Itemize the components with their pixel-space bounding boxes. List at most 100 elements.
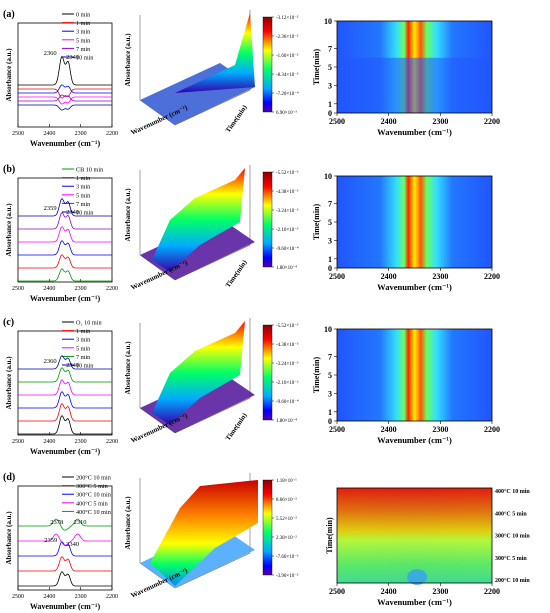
colorbar-tick-label: -3.12×10⁻² (276, 15, 299, 21)
x-tick-label: 2200 (484, 117, 500, 126)
colorbar-tick-label: 6.90×10⁻³ (276, 110, 297, 116)
x-tick-label: 2500 (329, 587, 345, 596)
spectra-panel: (b) 2500 2400 2300 2200 Wavenumber (cm⁻¹) Abso… (3, 164, 118, 303)
colorbar-tick-label: -4.38×10⁻³ (276, 342, 299, 348)
spectra-panel: (a) 2500 2400 2300 2200 Wavenumber (cm⁻¹) Abso… (3, 9, 118, 148)
spectrum-line (18, 415, 112, 435)
y-tick-label: 5 (328, 63, 332, 72)
colorbar-tick-label: 5.52×10⁻² (276, 516, 297, 522)
box-edge (174, 318, 251, 434)
colorbar (262, 171, 273, 268)
legend-entry: 3 min (76, 184, 90, 191)
surface-peak (175, 13, 255, 93)
y-tick-label: 300°C 10 min (495, 533, 530, 540)
legend-entry: 7 min (76, 201, 90, 208)
colorbar (262, 479, 273, 576)
peak-annotation: 2359 (44, 537, 57, 544)
x-tick-label: 2300 (432, 425, 448, 434)
spectrum-line (18, 104, 112, 111)
colorbar-tick-label: -1.60×10⁻² (276, 53, 299, 59)
spectra-panel: (c) 2500 2400 2300 2200 Wavenumber (cm⁻¹) Abso… (3, 317, 118, 456)
colorbar-tick-label: -4.38×10⁻³ (276, 189, 299, 195)
x-tick-label: 2300 (432, 587, 448, 596)
legend-entry: 7 min (76, 46, 90, 53)
legend-entry: 10 min (76, 210, 93, 217)
x-tick-label: 2400 (381, 425, 397, 434)
spectrum-line (18, 96, 112, 105)
box-edge (174, 165, 251, 281)
legend-entry: 300°C 5 min (76, 483, 108, 490)
colorbar-tick-label: -3.90×10⁻² (276, 573, 299, 579)
heatmap-overlay (337, 57, 492, 113)
peak-annotation: 2310 (74, 519, 87, 526)
legend-entry: 400°C 10 min (76, 509, 111, 516)
z-axis-label: Absorbance (a.u.) (124, 33, 132, 87)
y-tick-label: 3 (328, 81, 332, 90)
colorbar-tick-label: -2.10×10⁻³ (276, 227, 299, 233)
z-axis-label: Absorbance (a.u.) (124, 188, 132, 242)
panel-label: (c) (3, 317, 14, 328)
x-axis-label: Wavenumber (cm⁻¹) (30, 602, 101, 611)
spectrum-line (18, 226, 112, 243)
panel-label: (a) (3, 9, 15, 20)
legend-entry: CB 10 min (76, 167, 103, 174)
x-tick-label: 2400 (43, 594, 55, 600)
spectrum-line (18, 541, 112, 557)
x-axis-label: Wavenumber (cm⁻¹) (377, 597, 452, 607)
peak-annotation: 2340 (66, 209, 79, 216)
legend-entry: 1 min (76, 328, 90, 335)
spectrum-line (18, 56, 112, 86)
y-tick-label: 0 (328, 109, 332, 118)
x-tick-label: 2200 (484, 272, 500, 281)
spectra-panel: (d) 2500 2400 2300 2200 Wavenumber (cm⁻¹) Abso… (3, 472, 118, 611)
surface-panel: Absorbance (a.u.)Wavenumber (cm⁻¹)1.18×1… (124, 473, 299, 600)
spectrum-line (18, 355, 112, 370)
spectrum-line (18, 94, 112, 102)
spectrum-line (18, 391, 112, 409)
peak-annotation: 2360 (44, 358, 57, 365)
colorbar-tick-label: -2.10×10⁻³ (276, 380, 299, 386)
legend-entry: 3 min (76, 337, 90, 344)
x-tick-label: 2200 (106, 131, 118, 137)
y-tick-label: 0 (328, 264, 332, 273)
colorbar-tick-label: -3.24×10⁻³ (276, 361, 299, 367)
z-axis-label: Absorbance (a.u.) (124, 496, 132, 550)
legend-entry: 0 min (76, 12, 90, 19)
spectrum-line (18, 556, 112, 572)
spectrum-line (18, 403, 112, 422)
legend-entry: 1 min (76, 175, 90, 182)
y-tick-label: 7 (328, 200, 332, 209)
y-tick-label: 10 (324, 325, 332, 334)
y-axis-label: Time(min) (312, 357, 321, 394)
x-tick-label: 2400 (381, 117, 397, 126)
spectrum-line (18, 212, 112, 230)
spectrum-line (18, 571, 112, 587)
y-axis-label: Absorbance (a.u.) (5, 356, 13, 410)
heatmap-panel: 2500 2400 2300 2200 Wavenumber (cm⁻¹) 10 7 5 3 10… (312, 325, 500, 445)
heatmap-panel: 2500 2400 2300 2200 Wavenumber (cm⁻¹) 10 7 5 3 10… (312, 17, 500, 137)
spectrum-line (18, 533, 112, 546)
y-tick-label: 0 (328, 417, 332, 426)
surface-peak (152, 321, 245, 425)
x-axis-label: Wavenumber (cm⁻¹) (377, 127, 452, 137)
y-tick-label: 1 (328, 255, 332, 264)
legend-entry: 400°C 5 min (76, 500, 108, 507)
y-tick-label: 400°C 10 min (495, 488, 530, 495)
z-axis-label: Absorbance (a.u.) (124, 341, 132, 395)
legend-entry: 7 min (76, 354, 90, 361)
heatmap-area (337, 176, 492, 268)
legend-entry: 5 min (76, 192, 90, 199)
colorbar-tick-label: -2.36×10⁻² (276, 34, 299, 40)
spectrum-line (18, 254, 112, 269)
peak-annotation: 2340 (66, 541, 79, 548)
x-tick-label: 2200 (484, 425, 500, 434)
x-tick-label: 2500 (12, 439, 24, 445)
spectrum-line (18, 518, 112, 531)
x-tick-label: 2300 (75, 439, 87, 445)
peak-annotation: 2359 (44, 205, 57, 212)
colorbar-tick-label: -8.34×10⁻³ (276, 72, 299, 78)
panel-label: (d) (3, 472, 15, 483)
y-tick-label: 5 (328, 371, 332, 380)
surface-panel: Absorbance (a.u.)Wavenumber (cm⁻¹) Time(m… (124, 318, 299, 445)
